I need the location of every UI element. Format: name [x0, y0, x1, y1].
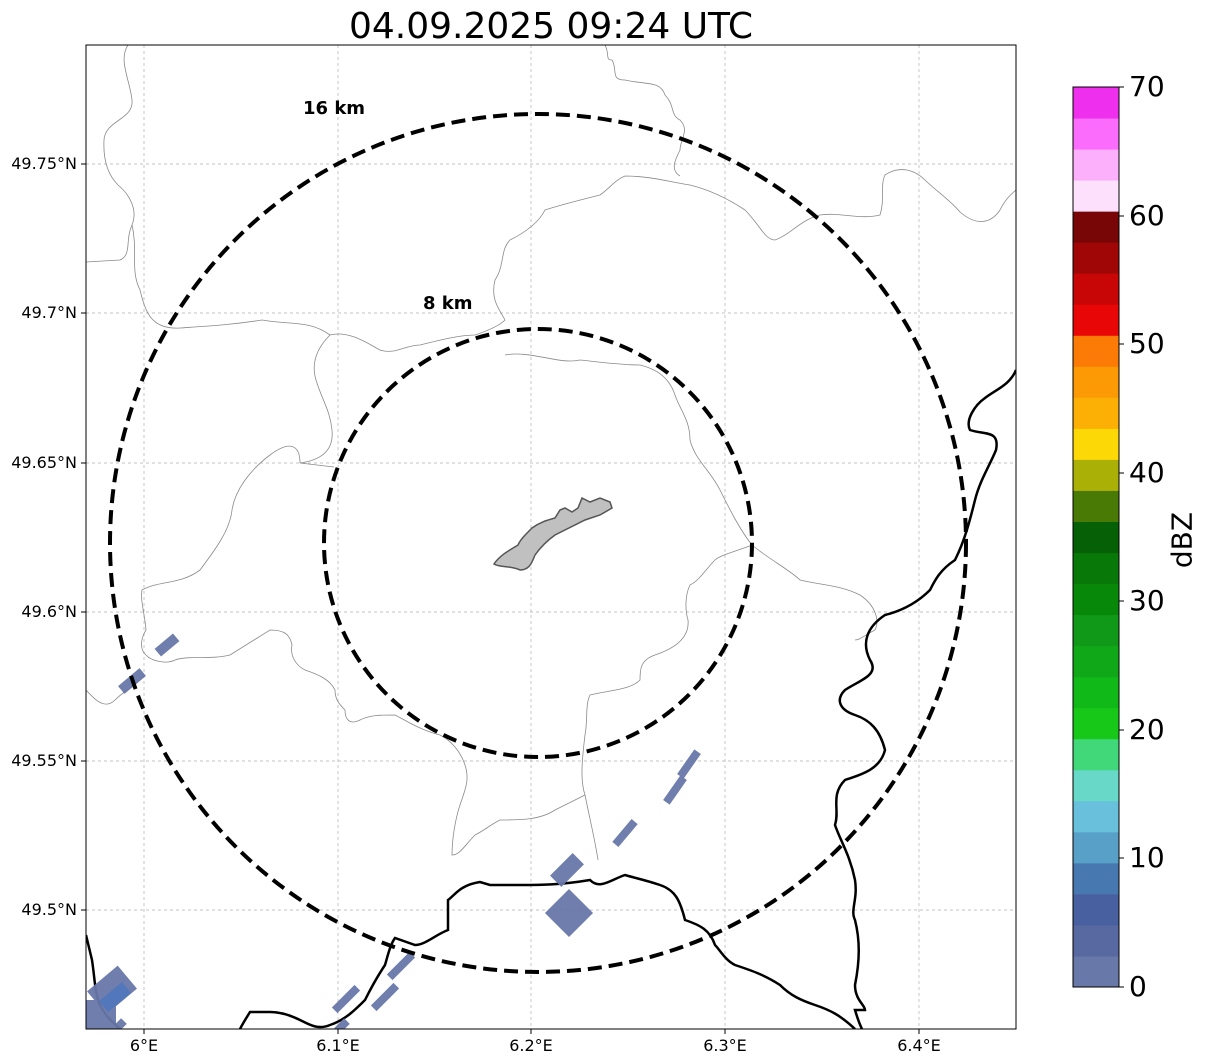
colorbar-label: dBZ — [1165, 511, 1199, 569]
range-ring-8km — [322, 327, 754, 759]
lat-tick-label: 49.5°N — [21, 900, 77, 919]
colorbar-ticks — [1119, 86, 1124, 988]
colorbar-swatch — [1073, 87, 1119, 119]
colorbar-tick-label: 50 — [1129, 327, 1165, 360]
map-layer — [86, 45, 1016, 1029]
colorbar-swatch — [1073, 366, 1119, 398]
colorbar-swatch — [1073, 273, 1119, 305]
colorbar-swatch — [1073, 118, 1119, 150]
colorbar-swatch — [1073, 831, 1119, 864]
colorbar-swatch — [1073, 428, 1119, 460]
colorbar-frame — [1072, 86, 1120, 988]
radar-echoes — [86, 633, 701, 1029]
colorbar-tick-label: 40 — [1129, 456, 1165, 489]
colorbar-swatch — [1073, 707, 1119, 740]
colorbar-swatch — [1073, 211, 1119, 243]
colorbar-swatch — [1073, 397, 1119, 429]
range-ring-16km — [108, 112, 968, 974]
colorbar-swatch — [1073, 800, 1119, 833]
colorbar-swatch — [1073, 738, 1119, 771]
lat-tick-label: 49.55°N — [11, 751, 77, 770]
colorbar-swatch — [1073, 893, 1119, 926]
colorbar-swatch — [1073, 583, 1119, 616]
colorbar-tick-label: 20 — [1129, 713, 1165, 746]
colorbar-swatch — [1073, 614, 1119, 647]
colorbar — [1073, 87, 1119, 988]
colorbar-swatch — [1073, 459, 1119, 491]
colorbar-swatch — [1073, 335, 1119, 367]
lon-tick-label: 6.2°E — [509, 1036, 553, 1055]
plot-frame — [85, 44, 1017, 1030]
colorbar-tick-label: 30 — [1129, 584, 1165, 617]
colorbar-swatch — [1073, 645, 1119, 678]
colorbar-swatch — [1073, 955, 1119, 988]
colorbar-tick-label: 70 — [1129, 70, 1165, 103]
lon-tick-label: 6.1°E — [316, 1036, 360, 1055]
ring-label-8km: 8 km — [423, 293, 473, 314]
colorbar-swatch — [1073, 490, 1119, 522]
ring-label-16km: 16 km — [303, 98, 366, 119]
city-area — [492, 496, 613, 571]
colorbar-swatch — [1073, 924, 1119, 957]
colorbar-swatch — [1073, 676, 1119, 709]
colorbar-swatch — [1073, 521, 1119, 554]
colorbar-swatch — [1073, 180, 1119, 212]
lat-tick-label: 49.6°N — [21, 602, 77, 621]
grid-lines — [86, 45, 1016, 1029]
colorbar-swatch — [1073, 304, 1119, 336]
map-title: 04.09.2025 09:24 UTC — [348, 6, 754, 47]
colorbar-swatch — [1073, 769, 1119, 802]
commune-boundaries — [86, 45, 1016, 861]
colorbar-swatch — [1073, 242, 1119, 274]
colorbar-swatch — [1073, 862, 1119, 895]
lon-tick-label: 6.4°E — [897, 1036, 941, 1055]
colorbar-swatch — [1073, 552, 1119, 585]
axis-ticks — [81, 163, 920, 1034]
lon-tick-label: 6.3°E — [703, 1036, 747, 1055]
colorbar-swatch — [1073, 149, 1119, 181]
lat-tick-label: 49.65°N — [11, 453, 77, 472]
colorbar-tick-label: 0 — [1129, 970, 1147, 1003]
lat-tick-label: 49.75°N — [11, 154, 77, 173]
national-border — [86, 369, 1016, 1029]
colorbar-tick-label: 60 — [1129, 199, 1165, 232]
lat-tick-label: 49.7°N — [21, 303, 77, 322]
lon-tick-label: 6°E — [129, 1036, 159, 1055]
colorbar-tick-label: 10 — [1129, 841, 1165, 874]
